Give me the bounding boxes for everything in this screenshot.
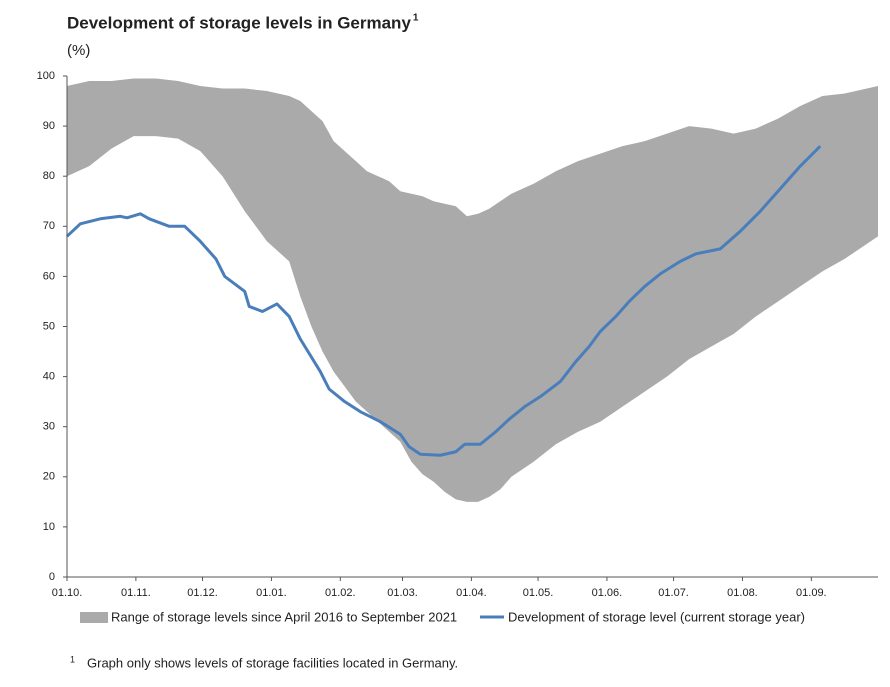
y-tick-label: 30 <box>43 421 55 433</box>
legend-label: Development of storage level (current st… <box>508 609 805 624</box>
y-tick-label: 70 <box>43 220 55 232</box>
x-tick-label: 01.10. <box>52 587 83 599</box>
y-tick-label: 50 <box>43 320 55 332</box>
y-tick-label: 20 <box>43 471 55 483</box>
x-tick-label: 01.11. <box>121 587 151 599</box>
y-axis-label: (%) <box>67 42 90 59</box>
y-tick-label: 0 <box>49 571 55 583</box>
y-tick-label: 10 <box>43 521 55 533</box>
x-tick-label: 01.06. <box>592 587 623 599</box>
legend-label: Range of storage levels since April 2016… <box>111 609 457 624</box>
x-tick-label: 01.09. <box>796 587 827 599</box>
x-tick-label: 01.03. <box>387 587 418 599</box>
footnote-marker: 1 <box>70 654 75 664</box>
x-tick-label: 01.08. <box>727 587 758 599</box>
x-tick-label: 01.02. <box>325 587 356 599</box>
y-tick-label: 90 <box>43 120 55 132</box>
y-tick-label: 100 <box>37 70 55 82</box>
y-tick-label: 40 <box>43 371 55 383</box>
legend-swatch <box>80 612 108 623</box>
x-tick-label: 01.05. <box>523 587 554 599</box>
title-footnote-marker: 1 <box>413 13 419 24</box>
x-tick-label: 01.04. <box>456 587 487 599</box>
x-tick-label: 01.12. <box>187 587 218 599</box>
y-tick-label: 80 <box>43 170 55 182</box>
y-tick-label: 60 <box>43 270 55 282</box>
range-area <box>67 78 878 502</box>
footnote: Graph only shows levels of storage facil… <box>87 655 458 670</box>
chart-title: Development of storage levels in Germany <box>67 13 411 32</box>
line <box>65 145 822 457</box>
x-tick-label: 01.01. <box>256 587 287 599</box>
x-tick-label: 01.07. <box>658 587 689 599</box>
